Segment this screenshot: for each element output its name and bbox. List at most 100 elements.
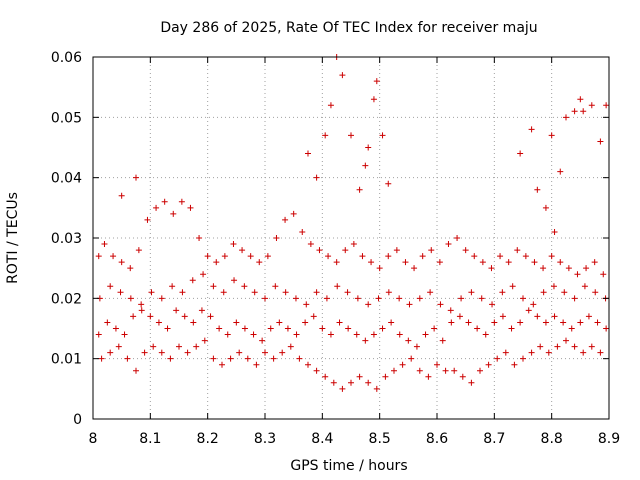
data-point bbox=[345, 325, 352, 332]
chart-title: Day 286 of 2025, Rate Of TEC Index for r… bbox=[160, 20, 537, 36]
data-point bbox=[282, 289, 289, 296]
data-point bbox=[542, 319, 549, 326]
data-point bbox=[127, 295, 134, 302]
data-point bbox=[124, 355, 131, 362]
data-point bbox=[597, 349, 604, 356]
data-point bbox=[554, 343, 561, 350]
data-point bbox=[406, 301, 413, 308]
data-point bbox=[482, 331, 489, 338]
data-point bbox=[98, 355, 105, 362]
data-point bbox=[408, 355, 415, 362]
data-point bbox=[362, 337, 369, 344]
data-point bbox=[588, 102, 595, 109]
data-point bbox=[333, 259, 340, 266]
data-point bbox=[101, 241, 108, 248]
data-point bbox=[425, 373, 432, 380]
data-point bbox=[548, 132, 555, 139]
data-point bbox=[187, 204, 194, 211]
data-point bbox=[210, 283, 217, 290]
data-point bbox=[465, 319, 472, 326]
data-point bbox=[396, 295, 403, 302]
data-point bbox=[571, 343, 578, 350]
data-point bbox=[370, 331, 377, 338]
data-point bbox=[534, 313, 541, 320]
data-point bbox=[603, 102, 610, 109]
data-point bbox=[133, 367, 139, 374]
data-point bbox=[514, 247, 521, 254]
data-point bbox=[130, 313, 137, 320]
y-tick-label: 0.04 bbox=[51, 171, 82, 187]
grid bbox=[93, 57, 609, 419]
data-point bbox=[583, 265, 590, 272]
data-point bbox=[502, 349, 509, 356]
data-point bbox=[150, 343, 157, 350]
data-point bbox=[221, 253, 228, 260]
data-point bbox=[520, 355, 526, 362]
data-point bbox=[213, 259, 220, 266]
data-point bbox=[316, 247, 323, 254]
data-point bbox=[167, 355, 174, 362]
data-point bbox=[190, 319, 197, 326]
data-point bbox=[373, 78, 380, 85]
data-point bbox=[439, 337, 446, 344]
data-point bbox=[508, 325, 515, 332]
data-point bbox=[459, 373, 466, 380]
data-point bbox=[282, 216, 289, 223]
data-point bbox=[287, 343, 294, 350]
data-point bbox=[231, 277, 238, 284]
data-point bbox=[365, 301, 372, 308]
data-point bbox=[489, 301, 496, 308]
data-point bbox=[253, 361, 260, 368]
data-point bbox=[431, 325, 438, 332]
data-point bbox=[353, 331, 360, 338]
data-point bbox=[385, 180, 392, 187]
y-tick-label: 0.03 bbox=[51, 231, 82, 247]
data-point bbox=[499, 289, 506, 296]
data-point bbox=[173, 307, 180, 314]
data-point bbox=[158, 349, 165, 356]
data-point bbox=[376, 265, 383, 272]
plot-frame bbox=[92, 56, 610, 420]
data-point bbox=[307, 241, 314, 248]
data-point bbox=[393, 247, 400, 254]
data-point bbox=[216, 325, 223, 332]
data-point bbox=[322, 373, 329, 380]
data-point bbox=[382, 373, 389, 380]
data-point bbox=[375, 295, 382, 302]
data-point bbox=[178, 198, 185, 205]
data-point bbox=[118, 192, 125, 199]
data-point bbox=[313, 289, 320, 296]
data-point bbox=[427, 289, 434, 296]
data-point bbox=[557, 259, 564, 266]
series-band-high bbox=[96, 271, 609, 314]
data-point bbox=[155, 319, 162, 326]
data-point bbox=[247, 253, 254, 260]
data-point bbox=[296, 355, 303, 362]
x-tick-label: 8.1 bbox=[139, 431, 161, 447]
data-point bbox=[434, 361, 440, 368]
data-point bbox=[447, 307, 454, 314]
data-point bbox=[230, 241, 237, 248]
data-point bbox=[419, 253, 426, 260]
data-point bbox=[348, 132, 354, 139]
data-point bbox=[118, 259, 125, 266]
data-point bbox=[531, 259, 538, 266]
data-point bbox=[196, 235, 203, 241]
data-point bbox=[302, 319, 309, 326]
data-point bbox=[339, 72, 346, 79]
data-point bbox=[379, 325, 386, 332]
data-point bbox=[344, 289, 351, 296]
y-tick-label: 0 bbox=[73, 412, 82, 428]
data-point bbox=[158, 295, 165, 302]
data-point bbox=[135, 247, 142, 254]
data-point bbox=[379, 132, 386, 139]
data-point bbox=[402, 259, 409, 266]
data-point bbox=[422, 331, 429, 338]
data-point bbox=[117, 289, 124, 296]
data-point bbox=[468, 289, 475, 296]
data-point bbox=[164, 325, 171, 332]
data-point bbox=[505, 259, 512, 266]
data-point bbox=[385, 289, 392, 296]
data-point bbox=[561, 289, 568, 296]
data-point bbox=[220, 289, 227, 296]
